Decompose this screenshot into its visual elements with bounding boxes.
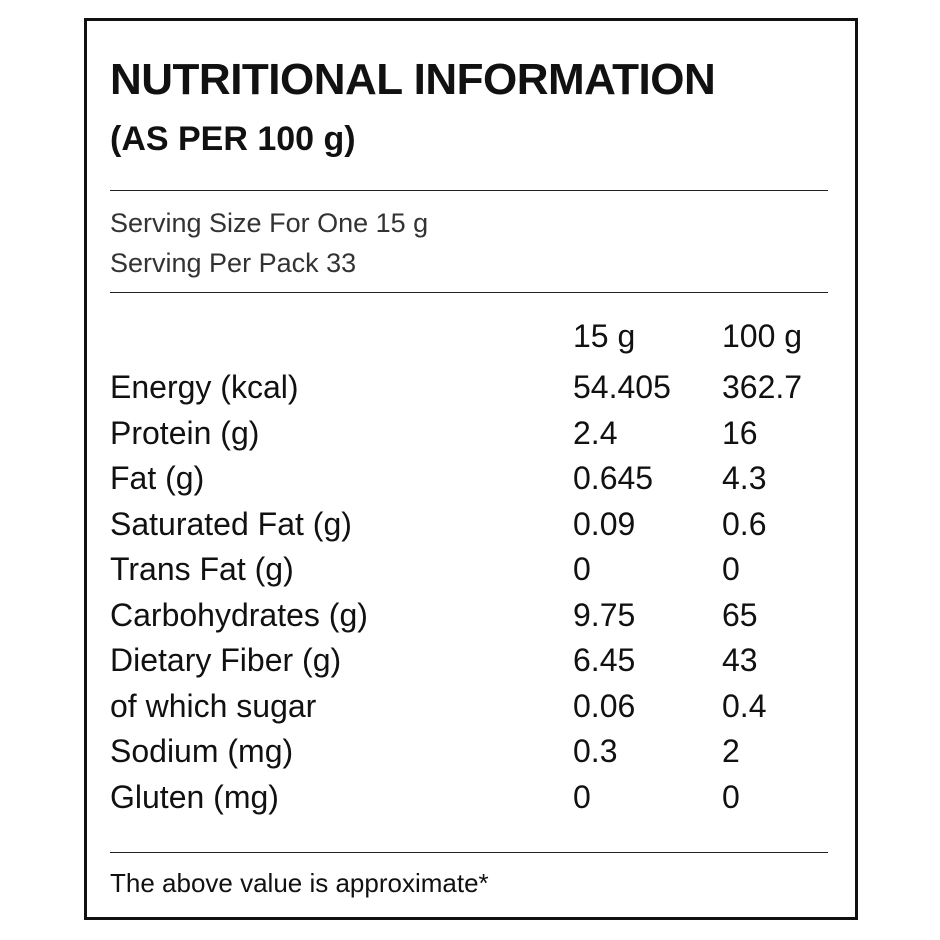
value-per-serving: 0 (573, 778, 591, 815)
value-per-serving: 0.3 (573, 733, 618, 769)
nutrient-name: Dietary Fiber (g) (110, 642, 342, 678)
value-per-serving: 2.4 (573, 414, 618, 451)
title: NUTRITIONAL INFORMATION (110, 55, 716, 104)
nutrient-name: Gluten (mg) (110, 778, 279, 815)
nutrient-name: of which sugar (110, 687, 317, 724)
footnote: The above value is approximate* (110, 868, 489, 898)
nutrient-name: Energy (kcal) (110, 369, 299, 405)
column-header: 15 g (573, 318, 636, 354)
value-per-100g: 65 (722, 596, 758, 633)
column-header: 100 g (722, 318, 803, 354)
subtitle: (AS PER 100 g) (110, 120, 356, 158)
nutrient-name: Carbohydrates (g) (110, 596, 368, 633)
value-per-serving: 0 (573, 551, 591, 587)
value-per-100g: 0 (722, 778, 740, 815)
value-per-serving: 0.09 (573, 505, 636, 542)
value-per-serving: 0.06 (573, 687, 636, 724)
value-per-100g: 4.3 (722, 460, 767, 496)
value-per-serving: 9.75 (573, 596, 636, 633)
nutrient-name: Trans Fat (g) (110, 551, 294, 587)
value-per-100g: 0 (722, 551, 740, 587)
value-per-serving: 0.645 (573, 460, 654, 496)
label-panel (84, 18, 858, 920)
serving-size: Serving Size For One 15 g (110, 208, 429, 238)
value-per-100g: 43 (722, 642, 758, 678)
nutrient-name: Sodium (mg) (110, 733, 294, 769)
divider (110, 190, 828, 191)
value-per-100g: 2 (722, 733, 740, 769)
value-per-serving: 6.45 (573, 642, 636, 678)
serving-per-pack: Serving Per Pack 33 (110, 248, 357, 278)
value-per-100g: 362.7 (722, 369, 803, 405)
value-per-serving: 54.405 (573, 369, 671, 405)
nutrient-name: Protein (g) (110, 414, 260, 451)
nutrient-name: Saturated Fat (g) (110, 505, 352, 542)
divider (110, 292, 828, 293)
value-per-100g: 16 (722, 414, 758, 451)
nutrient-name: Fat (g) (110, 460, 205, 496)
divider (110, 852, 828, 853)
value-per-100g: 0.4 (722, 687, 767, 724)
value-per-100g: 0.6 (722, 505, 767, 542)
